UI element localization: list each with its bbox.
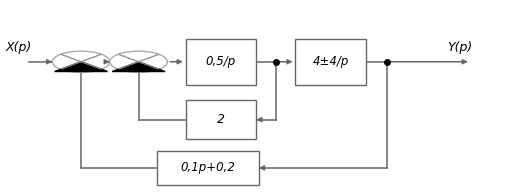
FancyBboxPatch shape [295,39,366,85]
Circle shape [110,51,167,72]
Circle shape [52,51,110,72]
Text: 0,1p+0,2: 0,1p+0,2 [180,161,235,174]
Text: X(p): X(p) [5,41,31,54]
FancyBboxPatch shape [157,151,259,185]
FancyBboxPatch shape [186,39,256,85]
Polygon shape [54,62,108,72]
Text: 4±4/p: 4±4/p [313,55,349,68]
Text: 2: 2 [217,113,225,126]
Text: 0,5/p: 0,5/p [206,55,236,68]
FancyBboxPatch shape [186,100,256,139]
Polygon shape [112,62,165,72]
Text: Y(p): Y(p) [447,41,472,54]
